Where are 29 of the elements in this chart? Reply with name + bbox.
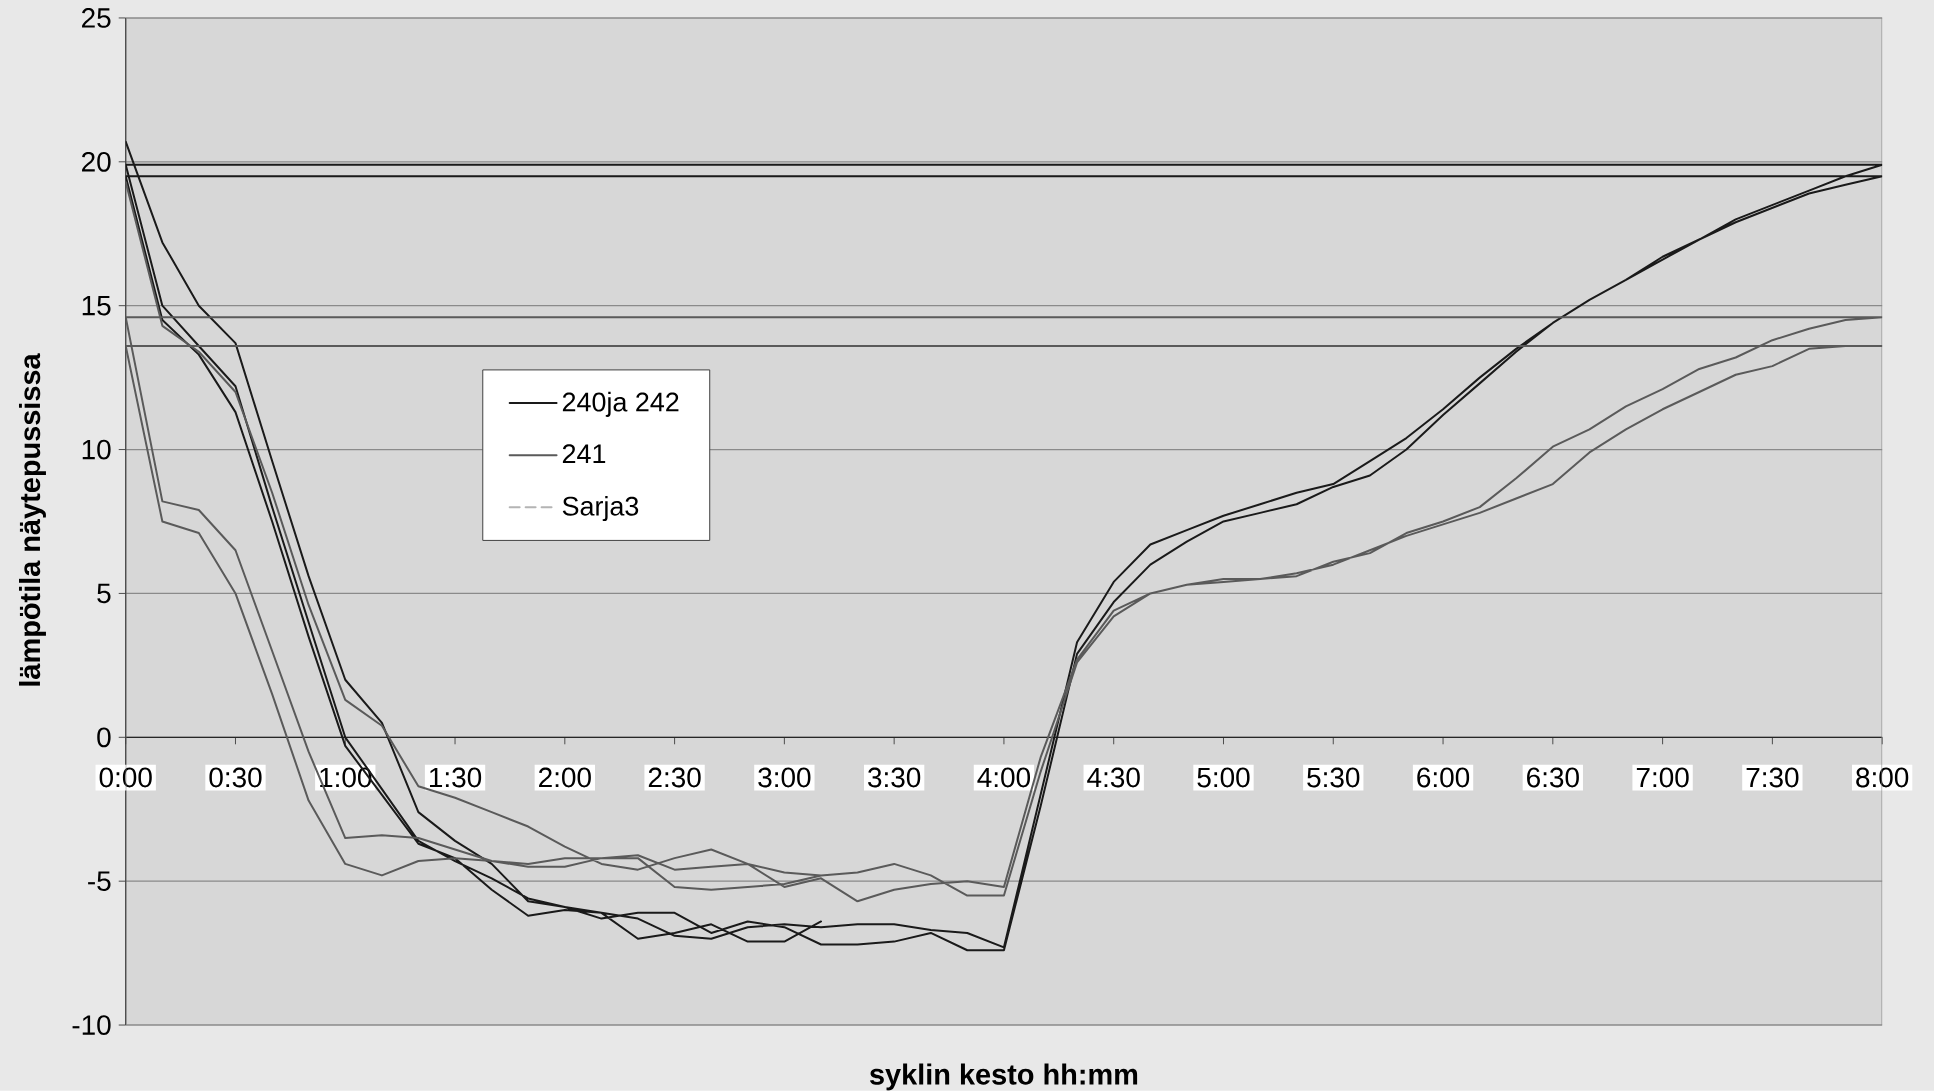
x-tick-label: 2:30 xyxy=(648,767,701,788)
x-tick-label: 5:00 xyxy=(1197,767,1250,788)
y-tick-label: -5 xyxy=(88,871,111,891)
x-tick-label: 3:00 xyxy=(758,767,811,788)
y-axis-title: lämpötila näytepussissa xyxy=(18,353,46,686)
legend-label: 241 xyxy=(562,444,606,464)
y-tick-label: 20 xyxy=(82,151,111,172)
y-tick-label: 15 xyxy=(82,296,111,316)
legend-label: Sarja3 xyxy=(562,496,639,522)
y-tick-label: -10 xyxy=(72,1015,111,1035)
y-tick-label: 0 xyxy=(97,727,111,748)
x-tick-label: 0:30 xyxy=(209,767,262,788)
x-tick-label: 6:30 xyxy=(1527,767,1579,788)
x-tick-label: 7:00 xyxy=(1636,767,1689,788)
x-tick-label: 1:30 xyxy=(429,767,482,788)
x-tick-label: 3:30 xyxy=(868,767,921,788)
x-tick-label: 4:30 xyxy=(1087,767,1140,788)
x-tick-label: 0:00 xyxy=(99,767,152,788)
y-tick-label: 5 xyxy=(97,583,111,604)
x-tick-label: 7:30 xyxy=(1746,767,1799,788)
x-axis-title: syklin kesto hh:mm xyxy=(869,1063,1138,1091)
x-tick-label: 5:30 xyxy=(1307,767,1360,788)
y-tick-label: 10 xyxy=(82,439,111,460)
x-tick-label: 2:00 xyxy=(539,767,591,788)
x-tick-label: 4:00 xyxy=(977,767,1031,788)
y-tick-label: 25 xyxy=(82,8,111,28)
x-tick-label: 8:00 xyxy=(1856,767,1909,788)
legend-label: 240ja 242 xyxy=(562,391,679,418)
x-tick-label: 6:00 xyxy=(1417,767,1470,788)
